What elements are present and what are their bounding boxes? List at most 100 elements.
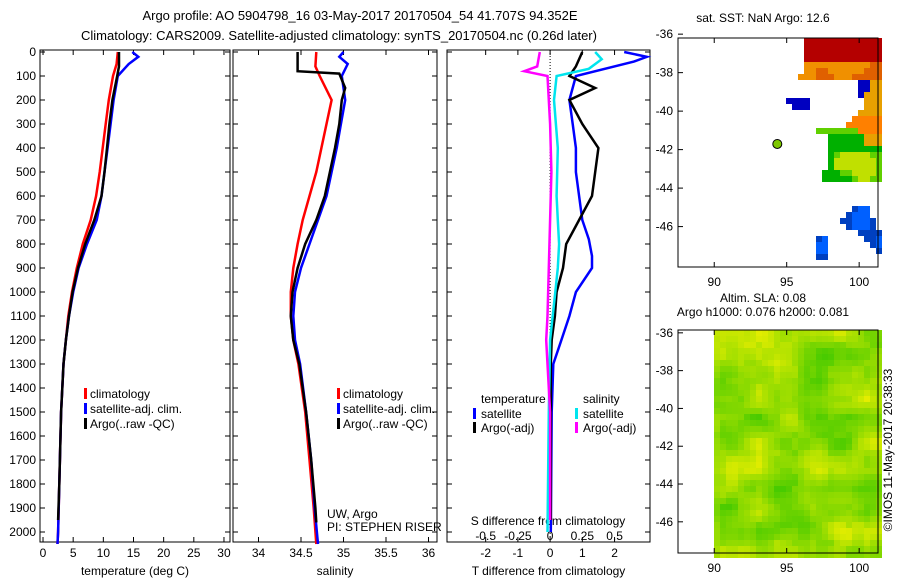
map-cell — [876, 414, 882, 420]
map-cell — [864, 372, 870, 378]
map-cell — [720, 438, 726, 444]
map-cell — [816, 486, 822, 492]
map-cell — [738, 408, 744, 414]
map-cell — [768, 552, 774, 558]
map-cell — [840, 378, 846, 384]
map-cell — [834, 146, 840, 152]
map-cell — [840, 152, 846, 158]
pi-annotation: PI: STEPHEN RISER — [327, 520, 442, 534]
map-cell — [852, 116, 858, 122]
map-cell — [726, 366, 732, 372]
map-cell — [828, 504, 834, 510]
map-cell — [810, 360, 816, 366]
map-cell — [768, 504, 774, 510]
map-cell — [750, 420, 756, 426]
map-cell — [852, 176, 858, 182]
map-cell — [756, 534, 762, 540]
map-cell — [714, 486, 720, 492]
map-cell — [816, 414, 822, 420]
map-cell — [732, 504, 738, 510]
map-cell — [828, 534, 834, 540]
map-cell — [822, 128, 828, 134]
y-tick-label: 500 — [16, 165, 36, 179]
map-cell — [840, 516, 846, 522]
map-cell — [750, 384, 756, 390]
map-cell — [858, 366, 864, 372]
map-cell — [840, 522, 846, 528]
map-cell — [858, 74, 864, 80]
legend-label: satellite — [583, 407, 624, 421]
map-cell — [810, 432, 816, 438]
map-cell — [810, 534, 816, 540]
map-cell — [870, 384, 876, 390]
map-cell — [792, 384, 798, 390]
map-cell — [798, 552, 804, 558]
map-cell — [852, 366, 858, 372]
map-cell — [810, 44, 816, 50]
map-cell — [726, 396, 732, 402]
map-cell — [804, 396, 810, 402]
map-cell — [726, 528, 732, 534]
x-tick-label: 35.5 — [374, 546, 398, 560]
map-cell — [858, 348, 864, 354]
map-cell — [852, 540, 858, 546]
map-cell — [792, 534, 798, 540]
map-cell — [798, 420, 804, 426]
map-cell — [720, 426, 726, 432]
map-cell — [768, 402, 774, 408]
map-cell — [870, 528, 876, 534]
map-cell — [846, 74, 852, 80]
map-cell — [840, 342, 846, 348]
map-cell — [768, 450, 774, 456]
map-cell — [804, 62, 810, 68]
map-cell — [858, 360, 864, 366]
map-cell — [768, 384, 774, 390]
map-cell — [720, 402, 726, 408]
map-cell — [792, 450, 798, 456]
map-cell — [876, 486, 882, 492]
map-cell — [750, 510, 756, 516]
map-cell — [756, 480, 762, 486]
map-cell — [810, 354, 816, 360]
x-axis-label: T difference from climatology — [472, 564, 626, 578]
y-tick-label: 100 — [16, 69, 36, 83]
map-cell — [804, 378, 810, 384]
map-cell — [738, 330, 744, 336]
map-cell — [840, 38, 846, 44]
map-cell — [756, 336, 762, 342]
map-cell — [834, 164, 840, 170]
map-cell — [870, 552, 876, 558]
map-cell — [870, 86, 876, 92]
map-cell — [714, 546, 720, 552]
map-cell — [870, 462, 876, 468]
map-cell — [840, 372, 846, 378]
map-cell — [828, 468, 834, 474]
legend-label: Argo(-adj) — [481, 421, 534, 435]
map-cell — [798, 516, 804, 522]
map-cell — [834, 504, 840, 510]
map-cell — [774, 378, 780, 384]
map-cell — [768, 414, 774, 420]
map-cell — [786, 420, 792, 426]
map-cell — [846, 462, 852, 468]
map-cell — [822, 378, 828, 384]
map-cell — [828, 50, 834, 56]
legend-swatch — [337, 418, 340, 429]
map-cell — [876, 396, 882, 402]
map-cell — [804, 450, 810, 456]
map-cell — [816, 384, 822, 390]
map-cell — [744, 552, 750, 558]
map-cell — [738, 426, 744, 432]
map-cell — [876, 110, 882, 116]
map-cell — [792, 468, 798, 474]
map-cell — [768, 516, 774, 522]
map-cell — [780, 426, 786, 432]
map-cell — [870, 396, 876, 402]
map-cell — [828, 384, 834, 390]
y-tick-label: 1700 — [9, 453, 36, 467]
map-x-tick-label: 95 — [780, 561, 794, 575]
map-cell — [852, 170, 858, 176]
map-cell — [840, 456, 846, 462]
map-cell — [732, 540, 738, 546]
map-cell — [792, 390, 798, 396]
